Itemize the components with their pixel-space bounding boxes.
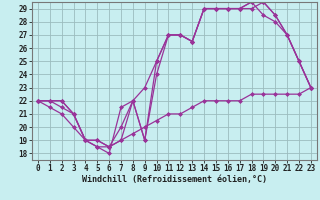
X-axis label: Windchill (Refroidissement éolien,°C): Windchill (Refroidissement éolien,°C)	[82, 175, 267, 184]
